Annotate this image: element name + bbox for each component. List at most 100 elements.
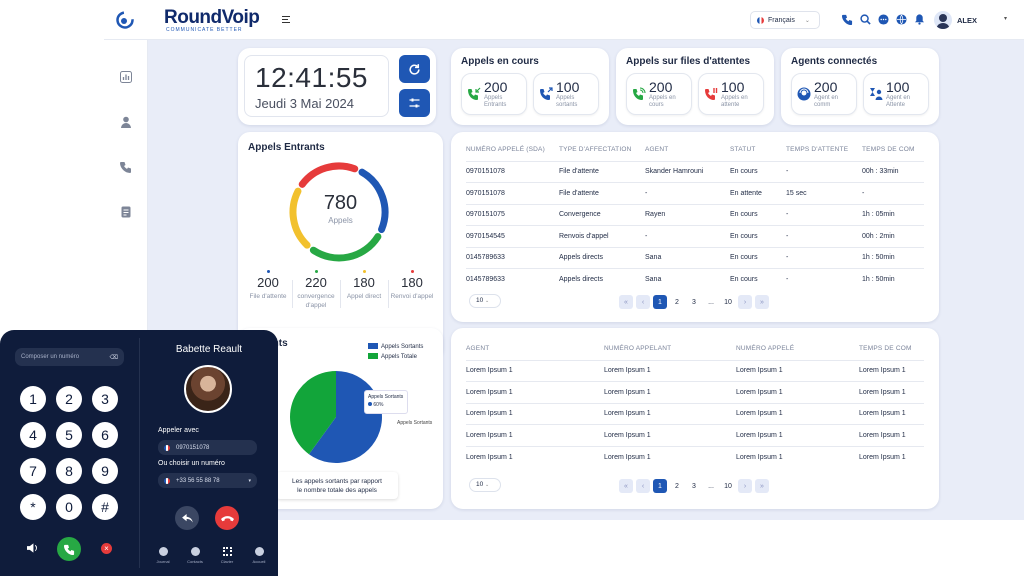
donut-segment [289, 187, 311, 249]
page-size-select[interactable]: 10 ⌄ [469, 294, 501, 308]
phone-nav-label[interactable]: Accueil [252, 559, 266, 564]
prev-page-button[interactable]: ‹ [636, 479, 650, 493]
page-button[interactable]: 3 [692, 298, 696, 306]
table-row[interactable]: 0145789633 Appels directs Sana En cours -1h … [466, 246, 924, 269]
table-row[interactable]: 0970154545 Renvois d'appel - En cours -00h :… [466, 225, 924, 247]
column-header[interactable]: NUMÉRO APPELÉ [736, 345, 795, 353]
keypad-key[interactable]: 2 [56, 386, 82, 412]
refresh-button[interactable] [399, 55, 430, 83]
prev-page-button[interactable]: ‹ [636, 295, 650, 309]
page-button[interactable]: 1 [653, 295, 667, 309]
column-header[interactable]: AGENT [645, 146, 669, 154]
column-header[interactable]: AGENT [466, 345, 490, 353]
user-menu-chevron-icon[interactable]: ▾ [1004, 16, 1008, 22]
first-page-button[interactable]: « [619, 295, 633, 309]
phone-nav-label[interactable]: Clavier [220, 559, 234, 564]
hangup-button[interactable] [215, 506, 239, 530]
table-row[interactable]: 0145789633 Appels directs Sana En cours -1h … [466, 268, 924, 290]
keypad-key[interactable]: 7 [20, 458, 46, 484]
next-page-button[interactable]: › [738, 479, 752, 493]
keypad-key[interactable]: 3 [92, 386, 118, 412]
column-header[interactable]: TEMPS DE COM [862, 146, 915, 154]
clock-card: 12:41:55 Jeudi 3 Mai 2024 [238, 48, 436, 125]
keypad-key[interactable]: 8 [56, 458, 82, 484]
page-button[interactable]: 3 [692, 482, 696, 490]
chat-icon[interactable] [878, 14, 889, 25]
clear-button[interactable]: × [101, 543, 112, 554]
sliders-icon [409, 98, 420, 108]
keypad-key[interactable]: 5 [56, 422, 82, 448]
label-line2: attente [721, 102, 740, 108]
sidebar-item-users[interactable] [120, 116, 132, 128]
backspace-icon[interactable]: ⌫ [109, 354, 118, 361]
keypad-key[interactable]: 1 [20, 386, 46, 412]
call-button[interactable] [57, 537, 81, 561]
page-button[interactable]: 10 [724, 298, 732, 306]
menu-toggle-icon[interactable] [282, 16, 290, 23]
column-header[interactable]: TEMPS D'ATTENTE [786, 146, 849, 154]
contact-avatar [184, 365, 232, 413]
page-button[interactable]: 2 [675, 298, 679, 306]
phone-nav-icon[interactable] [159, 547, 168, 556]
queue-calls-card: Appels sur files d'attentes 200 Appels e… [616, 48, 774, 125]
pie-slice[interactable] [308, 371, 382, 463]
dashboard-main: 12:41:55 Jeudi 3 Mai 2024 Appels en cour… [148, 40, 1024, 520]
phone-nav-label[interactable]: Journal [156, 559, 170, 564]
agents-card: Agents connectés 200 Agent en comm 100 Ag… [781, 48, 939, 125]
column-header[interactable]: TYPE D'AFFECTATION [559, 146, 632, 154]
filter-button[interactable] [399, 89, 430, 117]
page-button[interactable]: ... [708, 482, 714, 490]
call-with-field[interactable]: 0970151078 [158, 440, 257, 455]
phone-nav-label[interactable]: Contacts [187, 559, 203, 564]
phone-nav-icon[interactable] [191, 547, 200, 556]
phone-nav-icon[interactable] [255, 547, 264, 556]
page-button[interactable]: 1 [653, 479, 667, 493]
keypad-key[interactable]: 9 [92, 458, 118, 484]
last-page-button[interactable]: » [755, 295, 769, 309]
page-button[interactable]: 10 [724, 482, 732, 490]
column-header[interactable]: STATUT [730, 146, 756, 154]
legend-item-totale: Appels Totale [368, 352, 423, 362]
first-page-button[interactable]: « [619, 479, 633, 493]
language-selector[interactable]: Français ⌄ [750, 11, 820, 29]
bell-icon[interactable] [914, 13, 925, 25]
keypad-key[interactable]: 6 [92, 422, 118, 448]
dial-input[interactable]: Composer un numéro ⌫ [15, 348, 124, 366]
page-button[interactable]: 2 [675, 482, 679, 490]
page-button[interactable]: ... [708, 298, 714, 306]
keypad-key[interactable]: 4 [20, 422, 46, 448]
avatar[interactable] [934, 11, 952, 29]
back-button[interactable] [175, 506, 199, 530]
column-header[interactable]: NUMÉRO APPELANT [604, 345, 672, 353]
phone-icon[interactable] [842, 14, 853, 25]
keypad-key[interactable]: 0 [56, 494, 82, 520]
sidebar-item-documents[interactable] [121, 206, 131, 218]
column-header[interactable]: TEMPS DE COM [859, 345, 912, 353]
sidebar-item-dashboard[interactable] [120, 71, 132, 83]
globe-icon[interactable] [896, 14, 907, 25]
refresh-icon [409, 63, 420, 75]
keypad-key[interactable]: * [20, 494, 46, 520]
page-size-select[interactable]: 10 ⌄ [469, 478, 501, 492]
next-page-button[interactable]: › [738, 295, 752, 309]
table-row[interactable]: 0970151078 File d'attente - En attente 15 se… [466, 182, 924, 204]
search-icon[interactable] [860, 14, 871, 25]
table-row[interactable]: 0970151075 Convergence Rayen En cours -1h : … [466, 203, 924, 226]
pie-slice[interactable] [290, 371, 336, 455]
column-header[interactable]: NUMÉRO APPELÉ (SDA) [466, 146, 545, 154]
calls-table-card: NUMÉRO APPELÉ (SDA) TYPE D'AFFECTATION AGE… [451, 132, 939, 322]
number-select[interactable]: +33 56 55 88 78 ▾ [158, 473, 257, 488]
last-page-button[interactable]: » [755, 479, 769, 493]
phone-nav-icon[interactable] [223, 547, 232, 556]
sidebar-item-calls[interactable] [120, 161, 132, 173]
speaker-icon[interactable] [27, 543, 38, 553]
table-row[interactable]: 0970151078 File d'attente Skander Hamrouni… [466, 160, 924, 183]
incoming-calls-card: Appels Entrants 780 Appels 200 File d'att… [238, 132, 443, 360]
user-name[interactable]: ALEX [957, 16, 978, 25]
keypad-key[interactable]: # [92, 494, 118, 520]
